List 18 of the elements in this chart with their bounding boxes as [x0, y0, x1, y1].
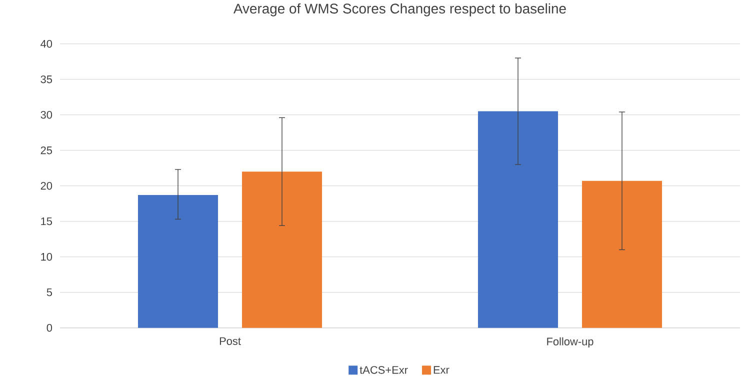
x-tick-label: Post	[220, 337, 241, 346]
y-tick-label: 10	[41, 253, 52, 261]
y-tick-label: 25	[40, 146, 52, 154]
bar	[478, 111, 558, 328]
y-tick-label: 5	[46, 288, 52, 296]
y-tick-label: 15	[41, 218, 52, 226]
bar	[582, 180, 662, 328]
y-tick-label: 20	[40, 182, 52, 190]
y-tick-label: 30	[40, 111, 52, 119]
bar	[242, 172, 322, 328]
legend-label: Exr	[434, 366, 450, 374]
y-tick-label: 40	[40, 40, 52, 48]
chart-title: Average of WMS Scores Changes respect to baseline	[233, 3, 566, 16]
legend-label: tACS+Exr	[360, 366, 408, 374]
y-tick-label: 35	[40, 76, 52, 84]
y-tick-label: 0	[46, 324, 52, 332]
x-tick-label: Follow-up	[547, 337, 594, 348]
bar	[138, 195, 218, 328]
